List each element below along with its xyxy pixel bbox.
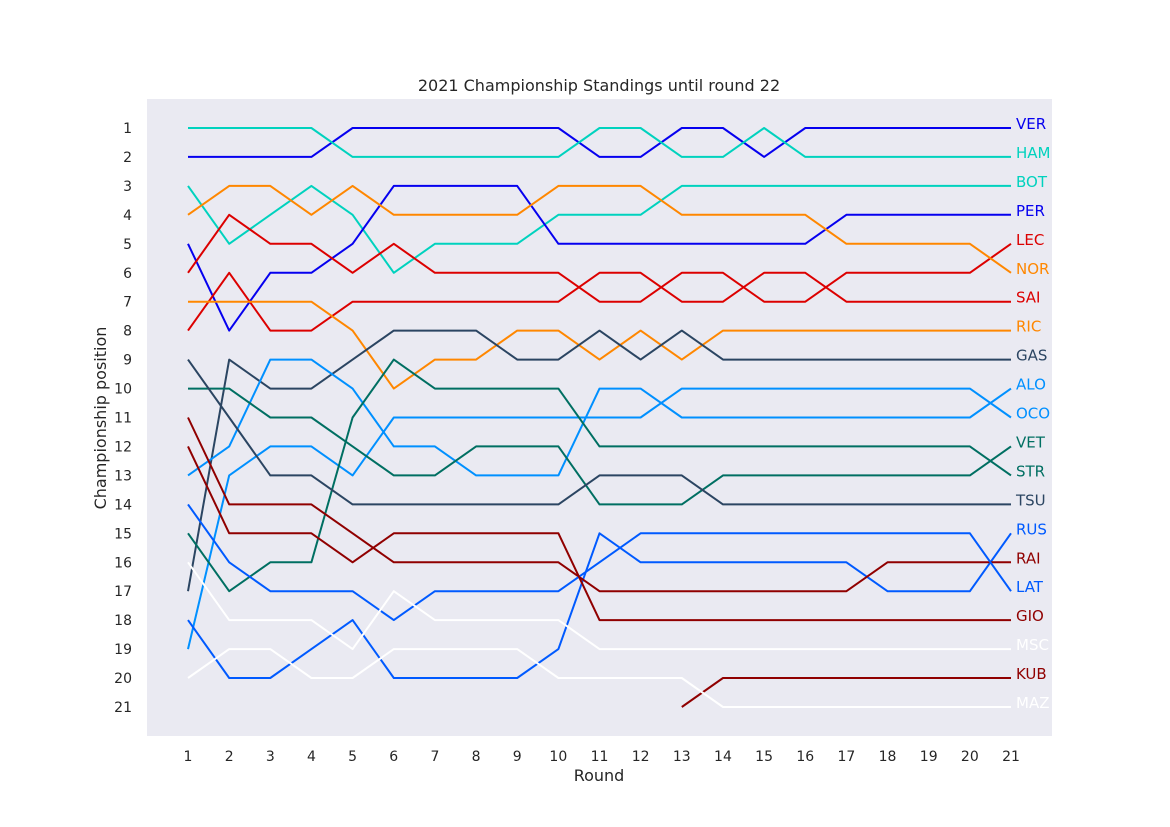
- x-tick-label: 14: [714, 749, 732, 765]
- series-label-sai: SAI: [1016, 289, 1041, 307]
- x-tick-label: 2: [225, 749, 234, 765]
- y-tick-label: 7: [123, 295, 132, 311]
- y-tick-label: 6: [123, 266, 132, 282]
- y-tick-label: 10: [114, 382, 132, 398]
- x-tick-label: 7: [430, 749, 439, 765]
- x-tick-label: 13: [673, 749, 691, 765]
- series-label-oco: OCO: [1016, 405, 1050, 423]
- y-tick-label: 17: [114, 584, 132, 600]
- x-tick-label: 20: [961, 749, 979, 765]
- series-label-rai: RAI: [1016, 549, 1041, 567]
- series-label-gio: GIO: [1016, 607, 1044, 625]
- x-tick-label: 12: [632, 749, 650, 765]
- x-tick-label: 16: [796, 749, 814, 765]
- y-tick-label: 19: [114, 642, 132, 658]
- x-tick-label: 11: [591, 749, 609, 765]
- y-tick-label: 16: [114, 555, 132, 571]
- x-axis-ticks: 1 2 3 4 5 6 7 8 9 10 11 12 13 14 15 16 17 18 19 20 21: [184, 749, 1020, 765]
- y-tick-label: 21: [114, 700, 132, 716]
- series-line-msc: [187, 561, 1011, 651]
- series-line-alo: [187, 358, 1012, 477]
- x-tick-label: 10: [549, 749, 567, 765]
- x-axis-label: Round: [574, 766, 625, 785]
- x-tick-label: 21: [1002, 749, 1020, 765]
- y-tick-label: 15: [114, 526, 132, 542]
- y-tick-label: 14: [114, 497, 132, 513]
- y-tick-label: 13: [114, 468, 132, 484]
- y-tick-label: 8: [123, 324, 132, 340]
- series-line-per: [187, 184, 1011, 332]
- series-lines: [187, 127, 1012, 708]
- x-tick-label: 19: [920, 749, 938, 765]
- series-line-sai: [187, 271, 1011, 332]
- x-tick-label: 1: [184, 749, 193, 765]
- series-line-oco: [187, 387, 1012, 650]
- x-tick-label: 8: [472, 749, 481, 765]
- series-label-ham: HAM: [1016, 144, 1050, 162]
- y-tick-label: 20: [114, 671, 132, 687]
- series-label-lat: LAT: [1016, 578, 1044, 596]
- x-tick-label: 17: [837, 749, 855, 765]
- x-tick-label: 6: [389, 749, 398, 765]
- x-tick-label: 5: [348, 749, 357, 765]
- series-label-tsu: TSU: [1015, 491, 1046, 509]
- series-label-ver: VER: [1016, 115, 1046, 133]
- y-tick-label: 12: [114, 439, 132, 455]
- series-label-gas: GAS: [1016, 347, 1047, 365]
- series-line-lec: [187, 213, 1012, 303]
- y-tick-label: 11: [114, 411, 132, 427]
- y-tick-label: 5: [123, 237, 132, 253]
- series-labels: VER HAM BOT PER LEC NOR SAI RIC GAS ALO OCO VET STR T…: [1015, 115, 1050, 712]
- series-line-rus: [187, 532, 1012, 679]
- x-tick-label: 15: [755, 749, 773, 765]
- series-label-alo: ALO: [1016, 376, 1046, 394]
- series-label-per: PER: [1016, 202, 1045, 220]
- x-tick-label: 18: [879, 749, 897, 765]
- series-line-rai: [187, 417, 1011, 593]
- series-line-lat: [187, 503, 1012, 622]
- series-line-ham: [188, 127, 1011, 158]
- series-line-ver: [188, 127, 1011, 158]
- series-line-vet: [188, 387, 1012, 506]
- y-tick-label: 4: [123, 208, 132, 224]
- series-line-ric: [188, 300, 1011, 390]
- series-label-nor: NOR: [1016, 260, 1049, 278]
- x-tick-label: 3: [266, 749, 275, 765]
- series-line-gio: [187, 445, 1011, 622]
- x-tick-label: 4: [307, 749, 316, 765]
- x-tick-label: 9: [513, 749, 522, 765]
- y-tick-label: 1: [123, 121, 132, 137]
- series-label-maz: MAZ: [1016, 694, 1049, 712]
- y-tick-label: 3: [123, 179, 132, 195]
- series-line-nor: [187, 184, 1012, 274]
- y-axis-label: Championship position: [91, 327, 110, 510]
- series-label-msc: MSC: [1016, 636, 1049, 654]
- series-label-ric: RIC: [1016, 318, 1041, 336]
- series-label-kub: KUB: [1016, 665, 1047, 683]
- y-tick-label: 2: [123, 150, 132, 166]
- y-tick-label: 18: [114, 613, 132, 629]
- chart-title: 2021 Championship Standings until round …: [418, 76, 780, 95]
- series-line-bot: [187, 184, 1011, 274]
- series-line-gas: [187, 329, 1011, 592]
- series-label-bot: BOT: [1016, 173, 1048, 191]
- y-tick-label: 9: [123, 353, 132, 369]
- series-label-vet: VET: [1016, 433, 1046, 451]
- series-line-maz: [187, 648, 1011, 708]
- series-label-str: STR: [1016, 462, 1045, 480]
- series-label-rus: RUS: [1016, 520, 1047, 538]
- series-label-lec: LEC: [1016, 231, 1044, 249]
- series-line-tsu: [187, 359, 1011, 506]
- series-line-kub: [681, 677, 1011, 708]
